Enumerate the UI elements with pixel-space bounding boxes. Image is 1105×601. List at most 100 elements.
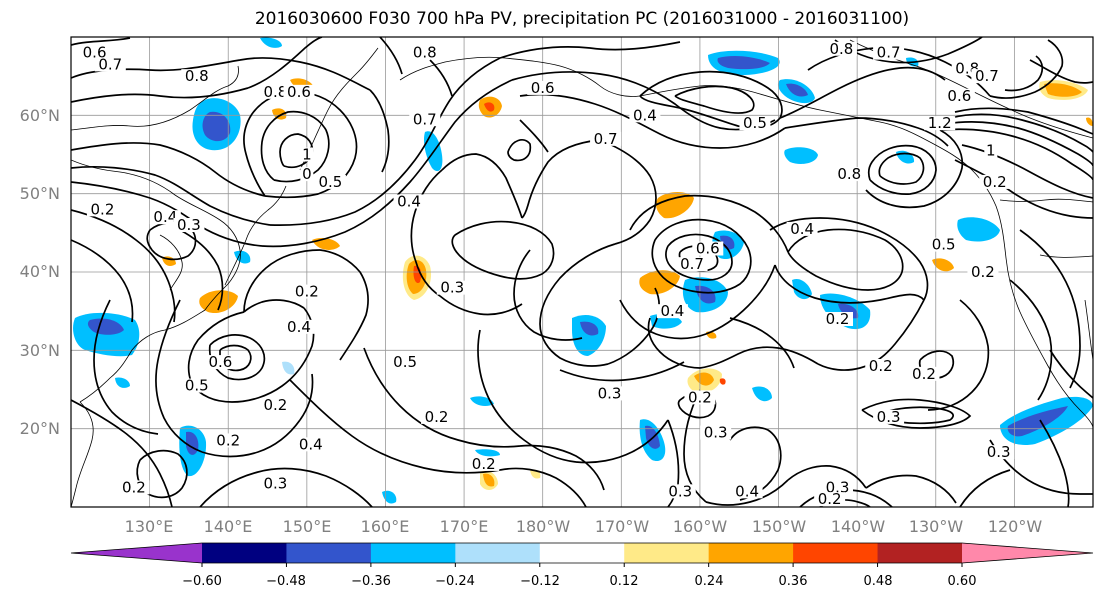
pv-contour <box>989 439 1093 495</box>
plot-frame <box>70 36 1094 508</box>
precip-patch-negative <box>202 111 231 142</box>
pv-contour <box>834 37 983 64</box>
contour-label: 0.5 <box>185 377 209 395</box>
pv-contour <box>369 89 390 173</box>
contour-label-background <box>984 143 998 158</box>
colorbar-swatch <box>708 543 794 563</box>
pv-contour <box>71 399 173 507</box>
contour-label-background <box>822 312 853 326</box>
contour-label-background <box>295 437 327 452</box>
colorbar: −0.60 −0.48 −0.36 −0.24 −0.12 0.12 0.24 … <box>70 542 1094 589</box>
pv-contour <box>513 249 583 341</box>
lat-label: 30°N <box>20 341 60 360</box>
pv-contour <box>599 139 657 245</box>
pv-contour <box>261 79 513 248</box>
contour-label-background <box>259 398 291 413</box>
pv-contour <box>961 144 1093 199</box>
precip-patch-negative <box>260 37 282 48</box>
contour-label: 0.2 <box>869 357 893 375</box>
precip-patch-negative <box>580 321 599 336</box>
lat-label: 60°N <box>20 106 60 125</box>
contour-label-background <box>173 218 205 232</box>
precip-patch-positive <box>272 108 287 120</box>
colorbar-extend-min <box>71 543 202 563</box>
contour-label: 0.2 <box>263 396 287 414</box>
contour-label: 0.7 <box>98 55 122 73</box>
lon-label: 120°W <box>988 517 1043 536</box>
colorbar-tick-label: 0.60 <box>948 574 977 589</box>
contour-label: 1 <box>302 146 312 164</box>
contour-label: 0.3 <box>987 443 1011 461</box>
pv-contour <box>319 249 369 361</box>
pv-contour <box>511 71 776 131</box>
pv-contour <box>539 243 616 367</box>
contour-label: 0.2 <box>826 310 850 328</box>
pv-contour <box>865 474 957 504</box>
contour-label-background <box>393 194 425 209</box>
pv-contour <box>187 311 245 403</box>
contour-label-background <box>739 116 771 131</box>
pv-contour <box>71 87 249 103</box>
graticule <box>71 37 1093 507</box>
pv-contours <box>71 37 1093 507</box>
contour-label-background <box>204 355 236 370</box>
contour-label: 0.6 <box>696 240 720 258</box>
contour-label-background <box>656 304 688 319</box>
contour-label: 0.3 <box>704 424 728 442</box>
pv-contour <box>989 39 1064 99</box>
pv-contour <box>199 467 373 507</box>
pv-contour <box>71 142 266 197</box>
pv-contour <box>379 37 403 75</box>
contour-label-background <box>181 69 213 84</box>
contour-label: 0.2 <box>216 431 240 449</box>
precip-patch-positive <box>639 270 680 295</box>
pv-contour <box>944 121 1093 167</box>
colorbar-swatch <box>539 543 625 563</box>
pv-contour <box>519 93 786 149</box>
pv-contour <box>243 249 321 313</box>
precip-patch-negative <box>784 147 818 164</box>
pv-contour <box>1004 55 1044 92</box>
pv-contour <box>71 209 176 323</box>
contour-label-background <box>943 88 975 103</box>
contour-label-background <box>118 480 150 495</box>
precip-patch-negative <box>470 396 494 406</box>
contour-label: 0.3 <box>263 475 287 493</box>
pv-contour <box>619 264 776 340</box>
colorbar-swatches <box>71 543 1093 563</box>
contour-label: 0.2 <box>91 200 115 218</box>
lon-label: 130°W <box>909 517 964 536</box>
contour-label-background <box>971 69 1003 84</box>
contour-label: 0.2 <box>122 478 146 496</box>
pv-contour <box>787 228 904 291</box>
pv-contour <box>477 329 577 463</box>
contour-label-background <box>291 284 323 299</box>
lon-label: 140°W <box>831 517 886 536</box>
contour-label: 0.8 <box>837 165 861 183</box>
pv-contour <box>1049 349 1093 399</box>
lat-label: 40°N <box>20 262 60 281</box>
pv-contour <box>674 85 755 114</box>
contour-label: 0.7 <box>975 67 999 85</box>
lat-label: 20°N <box>20 419 60 438</box>
lon-label: 160°E <box>361 517 410 536</box>
contour-label-background <box>389 355 421 370</box>
colorbar-swatch <box>877 543 963 563</box>
pv-contour <box>705 479 789 506</box>
pv-contour <box>363 347 521 448</box>
contour-label-background <box>833 167 865 182</box>
contour-label-background <box>94 57 126 72</box>
pv-contour <box>519 119 549 153</box>
colorbar-swatch <box>202 543 287 563</box>
contour-label: 0.3 <box>826 478 850 496</box>
plot-area <box>71 37 1093 507</box>
lon-label: 180°W <box>516 517 571 536</box>
contour-label: 0.4 <box>633 106 657 124</box>
precip-patch-negative <box>752 386 772 402</box>
precip-patch-positive <box>719 378 726 385</box>
contour-label-background <box>259 84 291 99</box>
contour-label-background <box>822 480 853 495</box>
contour-label: 0.5 <box>319 173 343 191</box>
pv-contour <box>559 361 685 382</box>
